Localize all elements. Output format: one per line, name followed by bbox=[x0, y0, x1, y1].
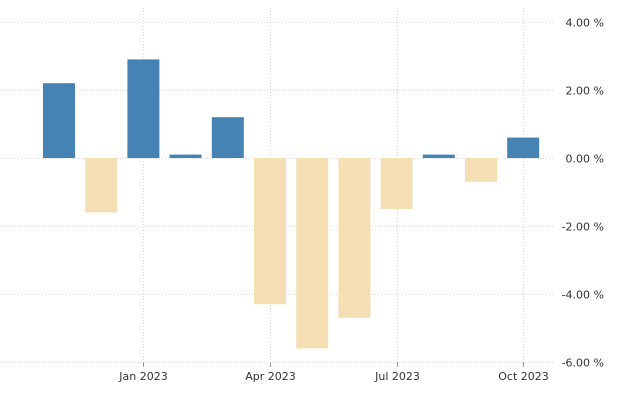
bar-may-2023[interactable] bbox=[296, 158, 329, 349]
bar-nov-2022[interactable] bbox=[43, 83, 75, 158]
bar-jul-2023[interactable] bbox=[380, 158, 413, 209]
y-tick-label: -4.00 % bbox=[562, 289, 604, 302]
bar-mar-2023[interactable] bbox=[211, 117, 244, 158]
x-tick-label: Jul 2023 bbox=[374, 370, 420, 383]
x-tick-label: Jan 2023 bbox=[118, 370, 167, 383]
x-tick-label: Oct 2023 bbox=[498, 370, 549, 383]
bar-jun-2023[interactable] bbox=[338, 158, 371, 318]
bar-sep-2023[interactable] bbox=[465, 158, 497, 182]
y-axis: 4.00 % 2.00 % 0.00 % -2.00 % -4.00 % -6.00 % bbox=[562, 17, 604, 370]
y-tick-label: -6.00 % bbox=[562, 357, 604, 370]
bar-layer bbox=[43, 59, 540, 349]
bar-aug-2023[interactable] bbox=[422, 154, 455, 158]
bar-jan-2023[interactable] bbox=[127, 59, 160, 158]
bar-feb-2023[interactable] bbox=[169, 154, 202, 158]
y-tick-label: 0.00 % bbox=[566, 153, 604, 166]
x-tick-label: Apr 2023 bbox=[245, 370, 296, 383]
x-axis: Jan 2023 Apr 2023 Jul 2023 Oct 2023 bbox=[118, 362, 549, 383]
y-tick-label: 4.00 % bbox=[566, 17, 604, 30]
y-tick-label: 2.00 % bbox=[566, 85, 604, 98]
bar-dec-2022[interactable] bbox=[85, 158, 118, 213]
bar-apr-2023[interactable] bbox=[254, 158, 286, 305]
bar-oct-2023[interactable] bbox=[507, 137, 540, 158]
y-tick-label: -2.00 % bbox=[562, 221, 604, 234]
